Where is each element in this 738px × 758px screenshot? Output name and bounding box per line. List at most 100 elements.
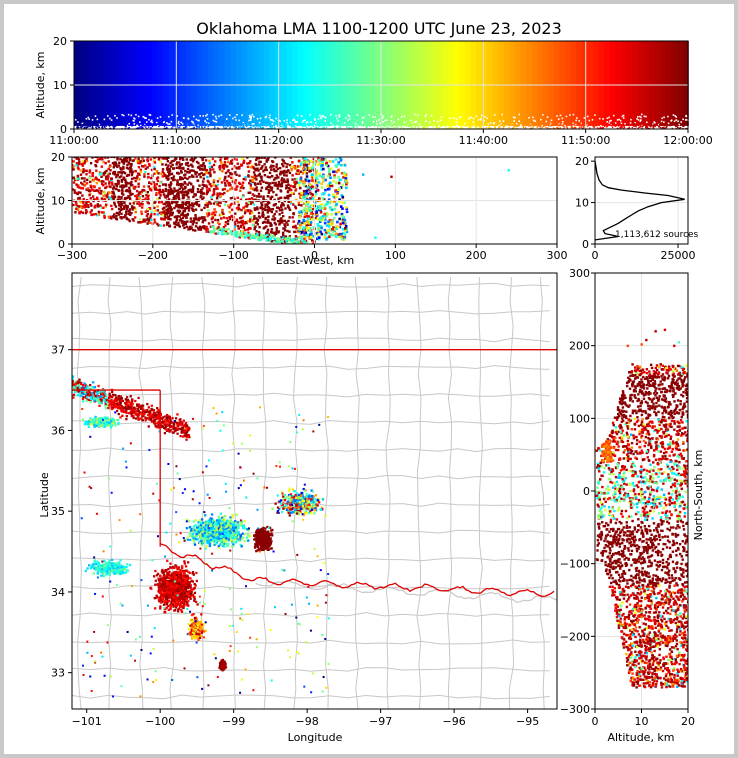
ew-altitude-point: [301, 238, 304, 242]
ew-altitude-point: [180, 190, 184, 193]
ew-altitude-point: [181, 157, 184, 159]
time-height-point: [317, 122, 320, 125]
ew-altitude-point: [242, 159, 246, 163]
time-height-point: [150, 119, 153, 122]
ew-altitude-point: [299, 213, 302, 216]
ew-altitude-point: [283, 199, 287, 203]
ew-altitude-point: [159, 212, 163, 216]
ew-altitude-point: [264, 166, 267, 169]
ew-altitude-point: [203, 216, 206, 219]
ew-altitude-point: [192, 220, 196, 223]
ew-altitude-point: [273, 217, 277, 220]
time-height-point: [294, 122, 296, 125]
time-height-point: [153, 123, 156, 126]
plan-view-point: [187, 434, 191, 437]
time-height-point: [223, 126, 225, 128]
ew-altitude-point: [260, 175, 263, 178]
ew-altitude-point: [186, 213, 190, 216]
ew-altitude-point: [316, 233, 320, 237]
time-height-point: [633, 126, 636, 129]
time-height-point: [283, 126, 285, 128]
ew-altitude-point: [200, 194, 203, 197]
time-height-point: [559, 41, 566, 126]
plan-view-point: [185, 431, 189, 434]
ew-altitude-point: [272, 153, 274, 155]
ew-altitude-point: [87, 189, 91, 193]
ew-altitude-point: [268, 171, 272, 175]
time-height-point: [382, 115, 385, 117]
ew-altitude-point: [187, 200, 190, 203]
ew-altitude-point: [279, 237, 282, 240]
ew-altitude-point: [127, 182, 131, 185]
ew-altitude-point: [161, 190, 164, 193]
ew-altitude-point: [216, 194, 219, 197]
ew-altitude-point: [187, 191, 190, 195]
time-height-point: [390, 125, 392, 127]
ew-altitude-point: [128, 197, 132, 201]
time-height-point: [393, 121, 395, 123]
time-height-point: [271, 119, 274, 121]
ew-altitude-point: [131, 170, 134, 174]
time-height-point: [259, 125, 261, 127]
ew-altitude-point: [261, 215, 265, 218]
time-height-point: [439, 119, 442, 121]
time-height-point: [364, 124, 367, 126]
ew-altitude-point: [237, 181, 241, 185]
time-height-point: [96, 124, 98, 127]
ew-altitude-point: [119, 168, 123, 171]
time-height-point: [254, 127, 257, 129]
ew-altitude-point: [253, 208, 257, 211]
ew-altitude-point: [169, 214, 172, 217]
ew-altitude-point: [194, 208, 198, 211]
time-height-point: [489, 128, 492, 131]
ew-altitude-point: [268, 239, 271, 243]
time-height-point: [196, 127, 198, 129]
time-height-point: [313, 124, 316, 127]
county-boundary: [447, 276, 453, 709]
ew-altitude-point: [277, 184, 280, 188]
plan-view-point: [135, 413, 138, 416]
ew-altitude-point: [246, 209, 250, 212]
plan-view-point: [112, 400, 115, 403]
ew-altitude-point: [193, 217, 196, 221]
ew-altitude-point: [153, 172, 156, 175]
ew-altitude-point: [220, 181, 224, 184]
time-height-point: [379, 124, 381, 126]
ew-altitude-point: [159, 194, 162, 197]
ew-altitude-point: [342, 175, 345, 179]
time-height-point: [178, 126, 180, 129]
ew-altitude-point: [188, 153, 190, 155]
ew-altitude-point: [199, 164, 202, 167]
time-height-point: [432, 126, 434, 128]
ew-altitude-point: [302, 218, 305, 222]
ew-altitude-point: [291, 174, 294, 177]
plan-view-point: [72, 375, 75, 378]
time-height-point: [313, 119, 316, 121]
time-height-point: [644, 124, 646, 127]
ew-altitude-point: [222, 225, 226, 229]
ew-altitude-point: [340, 237, 344, 240]
ew-altitude-point: [115, 164, 118, 167]
plan-view-point: [180, 430, 183, 434]
ew-altitude-point: [338, 200, 341, 203]
ew-altitude-point: [131, 207, 134, 210]
time-height-point: [119, 122, 122, 125]
time-height-point: [621, 115, 624, 118]
ew-altitude-point: [268, 238, 271, 241]
time-height-point: [476, 127, 479, 130]
ew-altitude-point: [294, 240, 298, 243]
time-height-point: [212, 113, 214, 116]
time-height-point: [599, 126, 601, 129]
ew-altitude-point: [143, 189, 146, 192]
time-height-point: [214, 120, 216, 123]
time-height-point: [606, 117, 609, 120]
time-height-point: [649, 126, 652, 128]
ew-altitude-point: [320, 203, 323, 206]
ew-altitude-point: [193, 193, 196, 196]
time-height-point: [341, 41, 349, 126]
time-height-point: [582, 126, 585, 128]
ew-altitude-point: [163, 195, 167, 198]
time-height-point: [163, 125, 166, 128]
ew-altitude-point: [327, 223, 331, 226]
time-height-point: [450, 124, 452, 126]
